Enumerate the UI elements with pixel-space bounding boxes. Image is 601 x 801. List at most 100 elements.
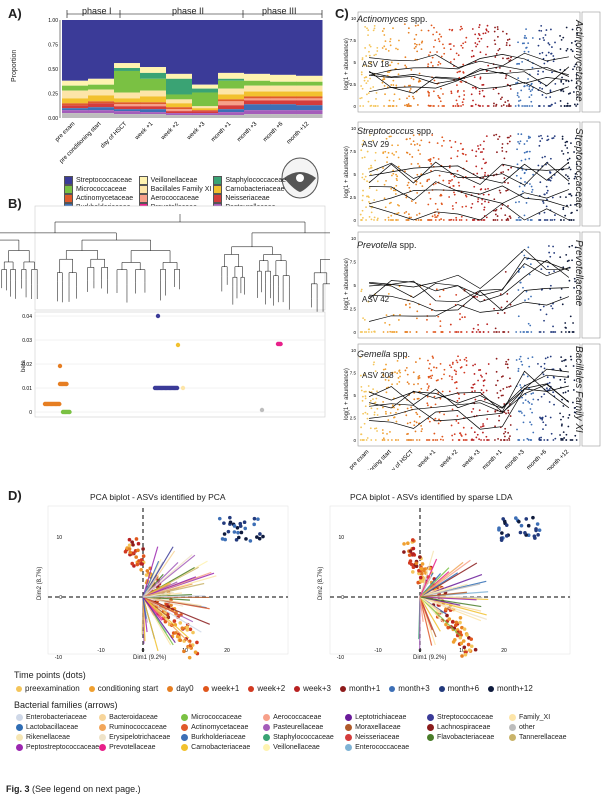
abundance-point	[370, 407, 373, 410]
trajectory-line	[369, 185, 570, 208]
abundance-point	[509, 435, 511, 438]
abundance-point	[565, 365, 567, 368]
family-legend-entry: Veillonellaceae	[263, 743, 345, 752]
abundance-point	[505, 412, 507, 415]
legend-label: Lachnospiraceae	[437, 724, 491, 731]
stacked-bar-segment	[62, 20, 89, 81]
abundance-point	[434, 417, 437, 420]
legend-label: Bacteroidaceae	[109, 714, 158, 721]
abundance-point	[461, 316, 464, 319]
abundance-point	[530, 82, 533, 85]
abundance-point	[427, 65, 429, 68]
stacked-bar-segment	[244, 80, 271, 86]
abundance-point	[531, 356, 534, 359]
abundance-point	[529, 219, 532, 221]
abundance-point	[395, 47, 397, 50]
legend-dot	[509, 734, 517, 741]
abundance-point	[493, 331, 495, 333]
abundance-point	[437, 158, 440, 160]
abundance-point	[421, 40, 424, 43]
abundance-point	[412, 140, 415, 143]
abundance-point	[382, 374, 385, 377]
family-legend-entry: Enterococcaceae	[345, 743, 427, 752]
facet-2-title: Streptococcus spp.	[357, 126, 434, 136]
abundance-point	[385, 137, 388, 140]
legend-entry: Neisseriaceae	[213, 194, 288, 203]
abundance-point	[506, 300, 509, 303]
sample-dot	[187, 655, 192, 660]
abundance-point	[517, 77, 520, 80]
abundance-point	[411, 156, 414, 158]
sample-dot	[447, 617, 452, 621]
abundance-point	[475, 45, 477, 48]
abundance-point	[372, 29, 375, 32]
abundance-point	[429, 303, 432, 306]
abundance-point	[398, 369, 401, 372]
stacked-bar-segment	[218, 109, 245, 113]
facet-1-family: Actinomycetaceae	[573, 20, 584, 102]
abundance-point	[391, 144, 394, 147]
abundance-point	[448, 179, 451, 182]
abundance-point	[472, 86, 474, 89]
stacked-bar-segment	[192, 84, 219, 89]
sample-dot	[526, 523, 531, 528]
abundance-point	[515, 359, 518, 361]
abundance-point	[441, 136, 444, 139]
abundance-point	[480, 439, 482, 441]
abundance-point	[463, 393, 466, 396]
abundance-point	[455, 331, 458, 333]
abundance-point	[376, 219, 379, 221]
abundance-point	[396, 408, 399, 411]
legend-swatch	[213, 194, 223, 203]
abundance-point	[506, 83, 509, 86]
y-tick-label: -10	[55, 655, 62, 661]
legend-dot	[427, 734, 435, 741]
abundance-point	[454, 331, 457, 333]
abundance-point	[465, 331, 468, 333]
sample-dot	[408, 549, 413, 553]
abundance-point	[506, 363, 509, 366]
abundance-point	[394, 439, 397, 441]
abundance-point	[420, 424, 423, 427]
stacked-bar-segment	[140, 104, 167, 107]
abundance-point	[548, 387, 551, 390]
stacked-bar-segment	[244, 20, 271, 74]
loading-arrow	[142, 596, 190, 639]
abundance-point	[471, 331, 474, 333]
abundance-point	[443, 368, 446, 371]
abundance-point	[427, 203, 430, 206]
abundance-point	[552, 60, 555, 63]
abundance-point	[530, 185, 533, 188]
abundance-point	[451, 179, 453, 181]
abundance-point	[524, 158, 527, 161]
stacked-bar-segment	[114, 102, 141, 105]
abundance-point	[502, 331, 504, 333]
family-legend-entry: Actinomycetaceae	[181, 723, 263, 732]
abundance-point	[543, 219, 546, 221]
abundance-point	[503, 312, 506, 314]
timepoint-legend-entry: conditioning start	[88, 684, 158, 693]
stacked-bar-segment	[270, 20, 297, 75]
abundance-point	[519, 140, 522, 143]
sample-dot	[242, 520, 247, 525]
abundance-point	[397, 62, 400, 65]
abundance-point	[543, 319, 545, 322]
abundance-point	[428, 105, 431, 107]
abundance-point	[527, 357, 530, 360]
abundance-point	[517, 96, 520, 98]
beta-point	[175, 342, 181, 348]
abundance-point	[559, 368, 561, 370]
abundance-point	[498, 66, 501, 69]
abundance-point	[495, 53, 498, 55]
legend-dot	[438, 685, 445, 692]
trajectory-line	[368, 368, 569, 409]
sample-dot	[534, 527, 538, 531]
abundance-point	[416, 192, 419, 194]
beta-point	[155, 313, 161, 319]
abundance-point	[485, 70, 488, 73]
abundance-point	[478, 331, 481, 333]
legend-entry: Bacillales Family XI	[138, 185, 214, 194]
abundance-point	[372, 388, 375, 391]
abundance-point	[494, 219, 497, 221]
